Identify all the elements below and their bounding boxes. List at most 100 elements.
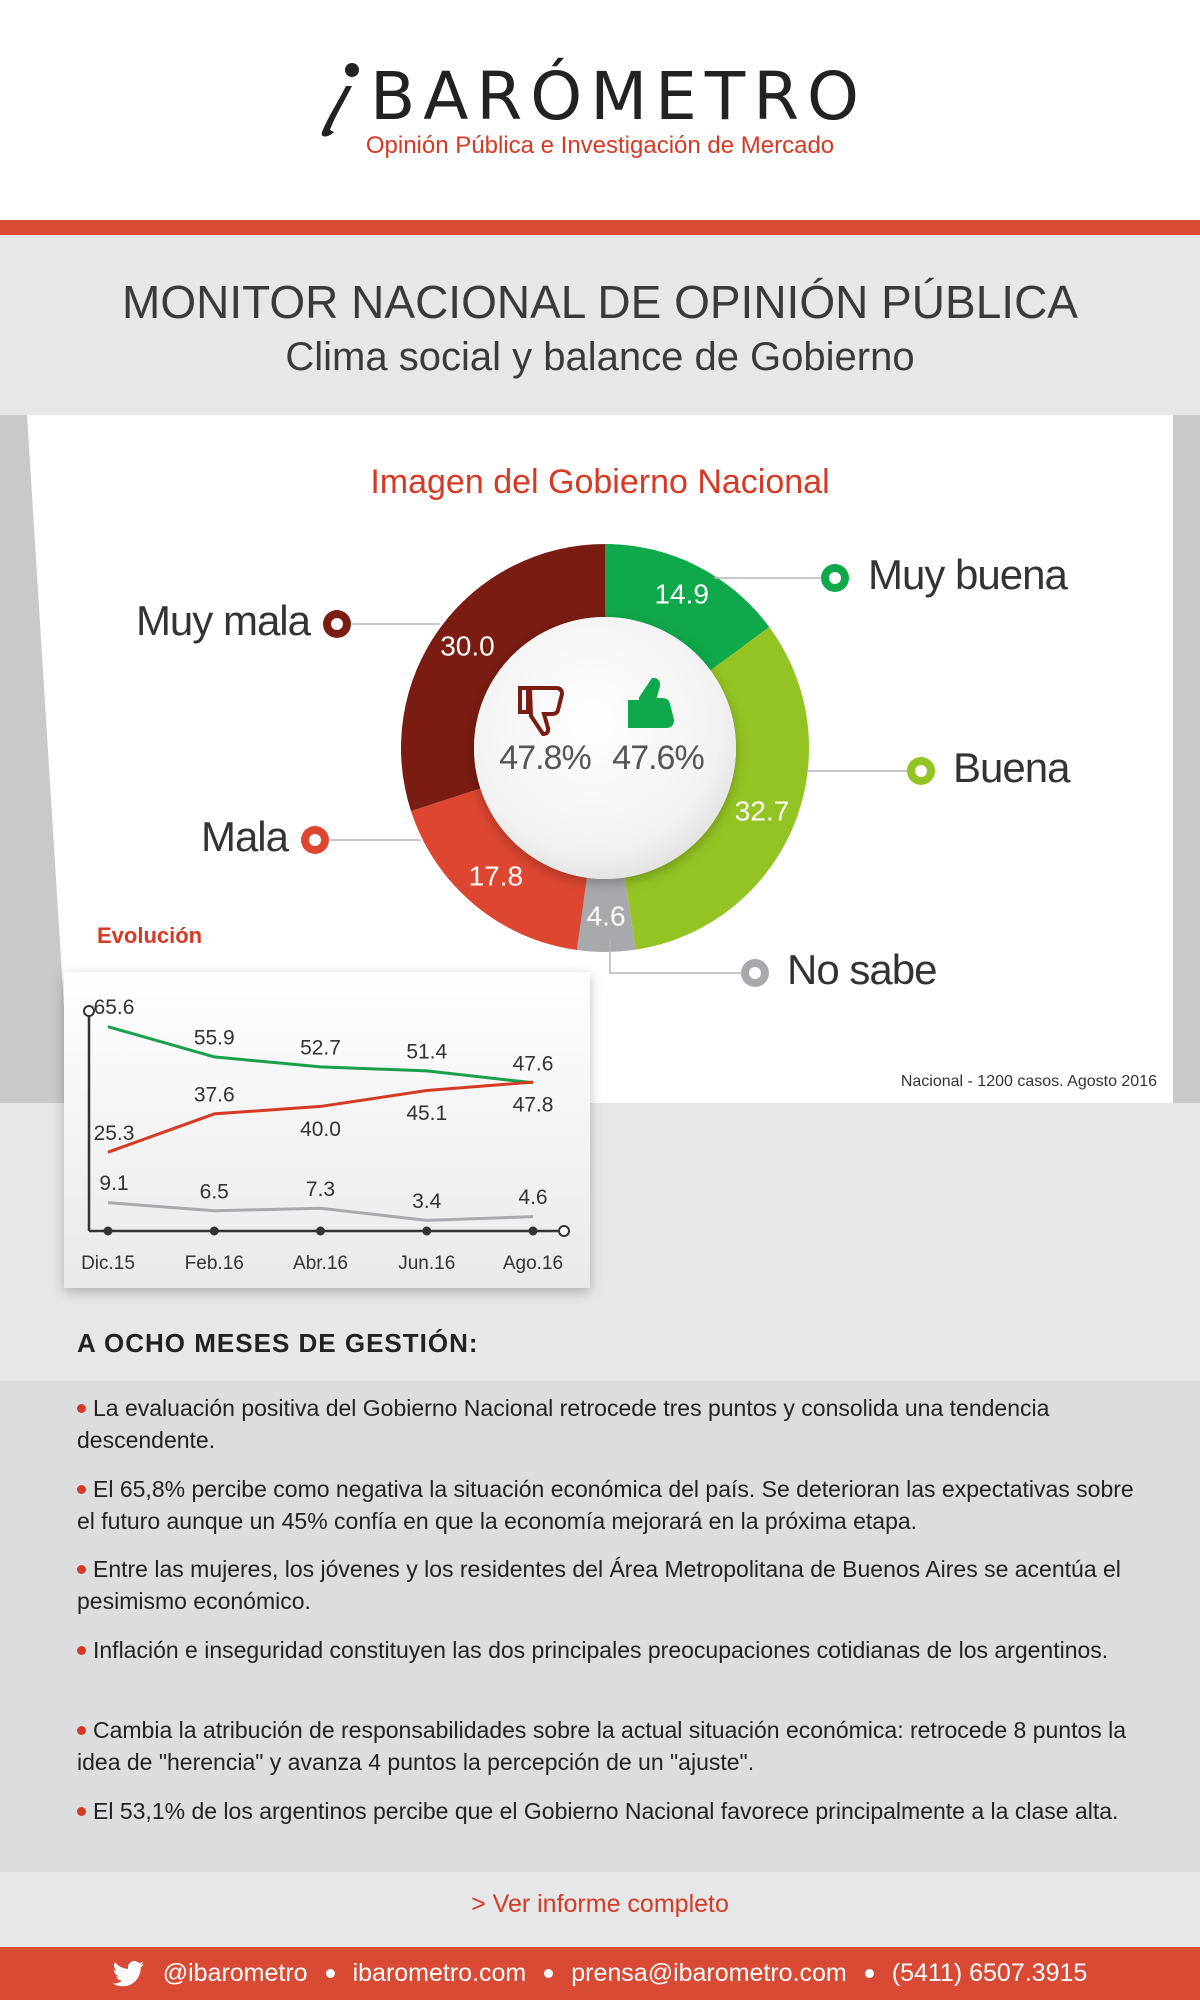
donut-segment (410, 788, 587, 951)
bullet-item: El 53,1% de los argentinos percibe que e… (77, 1795, 1137, 1827)
value-label: 3.4 (412, 1190, 442, 1213)
x-tick (528, 1226, 538, 1236)
bullet-marker (77, 1645, 86, 1655)
series-line (107, 1201, 534, 1222)
section-heading: A OCHO MESES DE GESTIÓN: (77, 1328, 479, 1358)
x-tick (209, 1226, 219, 1236)
chart-note: Nacional - 1200 casos. Agosto 2016 (901, 1073, 1157, 1090)
tagline: Opinión Pública e Investigación de Merca… (365, 132, 835, 159)
report-link[interactable]: > Ver informe completo (471, 1890, 729, 1918)
value-label: 32.7 (735, 795, 790, 826)
legend-marker-center (749, 967, 761, 979)
bullet-marker (77, 1726, 86, 1735)
value-label: 47.8 (513, 1094, 554, 1117)
bullet-text: El 65,8% percibe como negativa la situac… (77, 1475, 1134, 1534)
twitter-icon (112, 1960, 144, 1986)
chart-box (64, 972, 590, 1288)
value-label: 6.5 (200, 1180, 229, 1203)
x-tick-label: Feb.16 (185, 1253, 244, 1274)
logo: BARÓMETRO (370, 58, 868, 135)
page-subtitle: Clima social y balance de Gobierno (285, 335, 915, 379)
leader-line (609, 941, 741, 974)
legend-label: Mala (201, 813, 290, 860)
center-label: 47.8% (499, 739, 591, 777)
value-label: 52.7 (300, 1036, 341, 1059)
bullet-item: La evaluación positiva del Gobierno Naci… (77, 1392, 1137, 1456)
bullet-item: Entre las mujeres, los jóvenes y los res… (77, 1553, 1137, 1617)
x-tick (316, 1226, 325, 1236)
contact-item[interactable]: ibarometro.com (352, 1959, 527, 1987)
contact-item[interactable]: @ibarometro (162, 1959, 308, 1987)
legend-marker-center (309, 834, 321, 846)
divider (0, 220, 1200, 235)
bullet-marker (77, 1806, 86, 1816)
chart-title: Imagen del Gobierno Nacional (370, 463, 829, 501)
bullet-marker (77, 1484, 86, 1494)
legend-label: Muy mala (136, 597, 312, 644)
value-label: 51.4 (406, 1040, 447, 1063)
separator (864, 1969, 874, 1978)
value-label: 25.3 (94, 1122, 135, 1145)
value-label: 4.6 (518, 1186, 547, 1209)
value-label: 7.3 (306, 1178, 335, 1201)
x-tick-label: Dic.15 (81, 1253, 135, 1274)
value-label: 47.6 (513, 1052, 554, 1075)
value-label: 30.0 (440, 630, 495, 661)
value-label: 55.9 (194, 1026, 235, 1049)
legend-label: Muy buena (868, 551, 1068, 598)
legend-marker-center (331, 618, 343, 630)
value-label: 4.6 (587, 900, 626, 931)
bullet-text: El 53,1% de los argentinos percibe que e… (93, 1797, 1119, 1824)
bullet-text: Inflación e inseguridad constituyen las … (93, 1636, 1109, 1663)
bullet-item: Cambia la atribución de responsabilidade… (77, 1714, 1137, 1778)
value-label: 9.1 (99, 1172, 128, 1195)
value-label: 14.9 (654, 579, 709, 610)
contact-item[interactable]: prensa@ibarometro.com (571, 1959, 847, 1987)
value-label: 45.1 (406, 1102, 447, 1125)
separator (325, 1969, 335, 1978)
separator (544, 1969, 554, 1978)
value-label: 40.0 (300, 1118, 341, 1141)
legend-marker-center (915, 765, 927, 777)
contact-item[interactable]: (5411) 6507.3915 (891, 1959, 1088, 1987)
series-line (107, 1025, 534, 1085)
header: BARÓMETRO Opinión Pública e Investigació… (0, 0, 1200, 220)
center-label: 47.6% (612, 739, 704, 777)
bullet-marker (77, 1404, 86, 1413)
legend-label: No sabe (787, 946, 936, 993)
bullet-item: Inflación e inseguridad constituyen las … (77, 1634, 1137, 1666)
value-label: 65.6 (94, 996, 135, 1019)
bullet-item: El 65,8% percibe como negativa la situac… (77, 1473, 1137, 1537)
thumbs-up-icon (628, 677, 675, 728)
value-label: 37.6 (194, 1083, 235, 1106)
series-line (107, 1080, 534, 1154)
title-band: MONITOR NACIONAL DE OPINIÓN PÚBLICA Clim… (0, 235, 1200, 415)
page-title: MONITOR NACIONAL DE OPINIÓN PÚBLICA (122, 276, 1078, 328)
axis-end (558, 1225, 570, 1237)
x-tick (103, 1226, 113, 1236)
x-tick-label: Ago.16 (503, 1253, 563, 1274)
bullet-text: Cambia la atribución de responsabilidade… (77, 1717, 1127, 1775)
chart-title: Evolución (97, 923, 202, 948)
bullet-text: Entre las mujeres, los jóvenes y los res… (77, 1556, 1121, 1614)
donut-segment (624, 627, 809, 950)
axis-end (83, 1005, 95, 1017)
bullet-text: La evaluación positiva del Gobierno Naci… (77, 1395, 1050, 1453)
logo-mark (321, 63, 359, 137)
x-tick-label: Jun.16 (398, 1253, 455, 1274)
footer: @ibarometro ibarometro.com prensa@ibaromet… (0, 1947, 1200, 2000)
donut-center (474, 617, 736, 879)
bullet-marker (77, 1565, 86, 1574)
legend-marker-center (829, 572, 841, 584)
donut-segment (605, 544, 770, 671)
legend-label: Buena (953, 744, 1071, 791)
value-label: 17.8 (469, 861, 524, 892)
donut-segment (401, 544, 605, 812)
bullet-list: La evaluación positiva del Gobierno Naci… (0, 1381, 1200, 1872)
x-tick (422, 1226, 432, 1236)
charts: Imagen del Gobierno Nacional 14.9 Muy buen… (0, 415, 1200, 1288)
donut-segment (576, 877, 636, 952)
x-tick-label: Abr.16 (293, 1253, 348, 1274)
thumbs-down-icon (518, 686, 565, 737)
